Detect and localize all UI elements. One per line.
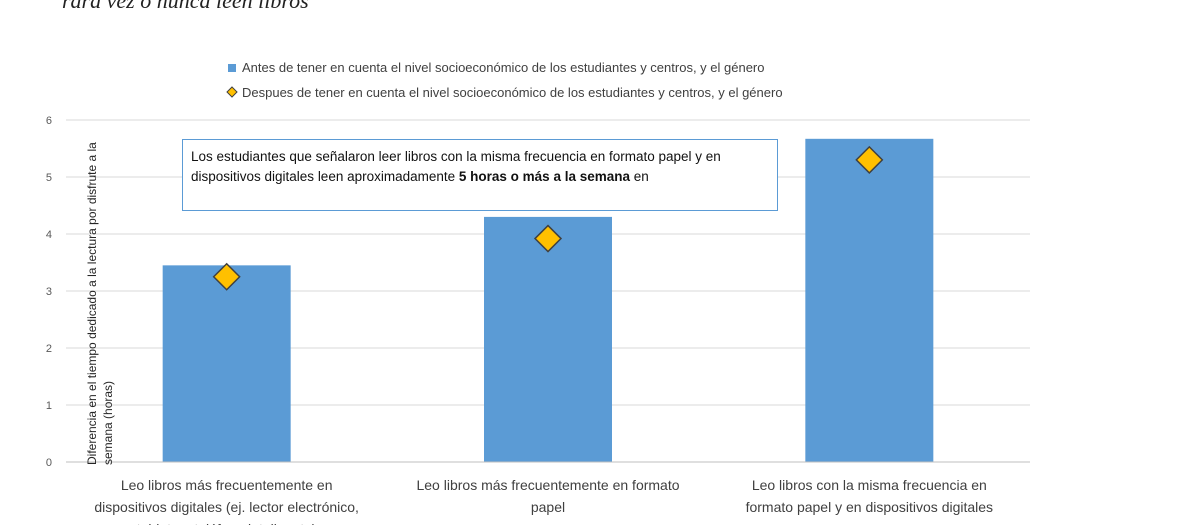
bar (805, 138, 934, 462)
y-tick-label: 3 (46, 286, 52, 298)
legend-swatch-marker (226, 86, 238, 98)
page-title: rara vez o nunca leen libros (62, 0, 309, 13)
x-tick-label-line: Leo libros con la misma frecuencia en (752, 477, 987, 493)
legend: Antes de tener en cuenta el nivel socioe… (226, 60, 783, 100)
annotation-box: Los estudiantes que señalaron leer libro… (182, 139, 778, 211)
y-axis-label-line-1: Diferencia en el tiempo dedicado a la le… (85, 142, 99, 465)
annotation-bold-text: 5 horas o más a la semana (458, 169, 630, 184)
x-tick-label-line: Leo libros más frecuentemente en formato (416, 477, 679, 493)
marker-point (533, 224, 563, 253)
x-tick-label-line: tableta o teléfono inteligente) (137, 521, 317, 525)
x-tick-label: Leo libros con la misma frecuencia en for… (746, 477, 993, 515)
bar-series (162, 138, 934, 462)
x-tick-label-line: formato papel y en dispositivos digitale… (746, 499, 993, 515)
x-tick-label-line: papel (531, 499, 565, 515)
y-tick-label: 4 (46, 229, 52, 241)
y-tick-label: 0 (46, 457, 52, 469)
bar (484, 216, 612, 462)
marker-point (212, 262, 241, 291)
y-axis-label: Diferencia en el tiempo dedicado a la le… (85, 139, 115, 465)
legend-label-bar: Antes de tener en cuenta el nivel socioe… (242, 60, 764, 75)
marker-series (212, 145, 884, 291)
x-tick-label-line: Leo libros más frecuentemente en (121, 477, 333, 493)
legend-label-marker: Despues de tener en cuenta el nivel soci… (242, 85, 783, 100)
x-tick-label: Leo libros más frecuentemente en disposit… (94, 477, 359, 525)
annotation-text-end: en (630, 169, 649, 184)
annotation-text: Los estudiantes que señalaron leer libro… (191, 149, 721, 184)
legend-swatch-bar (228, 64, 236, 72)
bar (162, 265, 291, 462)
x-tick-label: Leo libros más frecuentemente en formato… (416, 477, 679, 515)
x-axis-labels: Leo libros más frecuentemente en disposit… (94, 477, 993, 525)
y-axis-label-line-2: semana (horas) (101, 381, 115, 465)
y-tick-label: 2 (46, 343, 52, 355)
x-tick-label-line: dispositivos digitales (ej. lector elect… (94, 499, 359, 515)
y-axis-ticks: 0 1 2 3 4 5 6 (46, 115, 52, 469)
y-tick-label: 5 (46, 172, 52, 184)
marker-point (855, 145, 884, 174)
y-tick-label: 1 (46, 400, 52, 412)
y-tick-label: 6 (46, 115, 52, 127)
